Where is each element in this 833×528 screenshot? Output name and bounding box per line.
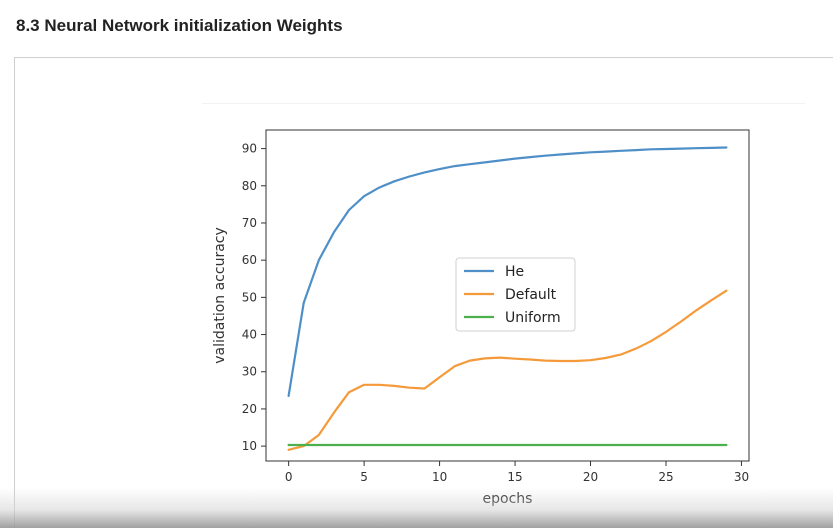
legend-label-default: Default	[505, 287, 557, 303]
x-tick-label-30: 30	[734, 470, 749, 484]
y-tick-label-50: 50	[242, 290, 257, 304]
x-tick-label-5: 5	[360, 470, 368, 484]
x-axis-label: epochs	[483, 491, 533, 507]
legend-box	[455, 257, 576, 332]
legend-label-uniform: Uniform	[505, 310, 561, 326]
accuracy-line-chart: 0 5 10 15 20 25 30 10 20 30 40 50 60 70 80 90 epochs v…	[202, 103, 805, 507]
x-tick-label-15: 15	[507, 470, 522, 484]
y-tick-label-10: 10	[242, 439, 257, 453]
legend: He Default Uniform	[455, 257, 576, 332]
series-lines	[287, 146, 728, 451]
x-axis: 0 5 10 15 20 25 30	[285, 461, 749, 484]
series-line-he	[287, 146, 728, 397]
x-tick-label-0: 0	[285, 470, 293, 484]
y-tick-label-80: 80	[242, 179, 257, 193]
top-rule	[202, 103, 805, 104]
y-tick-label-90: 90	[242, 142, 257, 156]
y-tick-label-70: 70	[242, 216, 257, 230]
figure-container: 0 5 10 15 20 25 30 10 20 30 40 50 60 70 80 90 epochs v…	[14, 57, 833, 528]
y-tick-label-20: 20	[242, 402, 257, 416]
series-line-default	[287, 289, 728, 451]
y-tick-label-40: 40	[242, 328, 257, 342]
section-title: 8.3 Neural Network initialization Weight…	[16, 16, 343, 35]
x-tick-label-20: 20	[583, 470, 598, 484]
x-tick-label-25: 25	[658, 470, 673, 484]
legend-label-he: He	[505, 264, 524, 280]
y-tick-label-60: 60	[242, 253, 257, 267]
x-tick-label-10: 10	[432, 470, 447, 484]
y-axis: 10 20 30 40 50 60 70 80 90	[242, 142, 266, 453]
y-tick-label-30: 30	[242, 365, 257, 379]
y-axis-label: validation accuracy	[212, 227, 228, 364]
